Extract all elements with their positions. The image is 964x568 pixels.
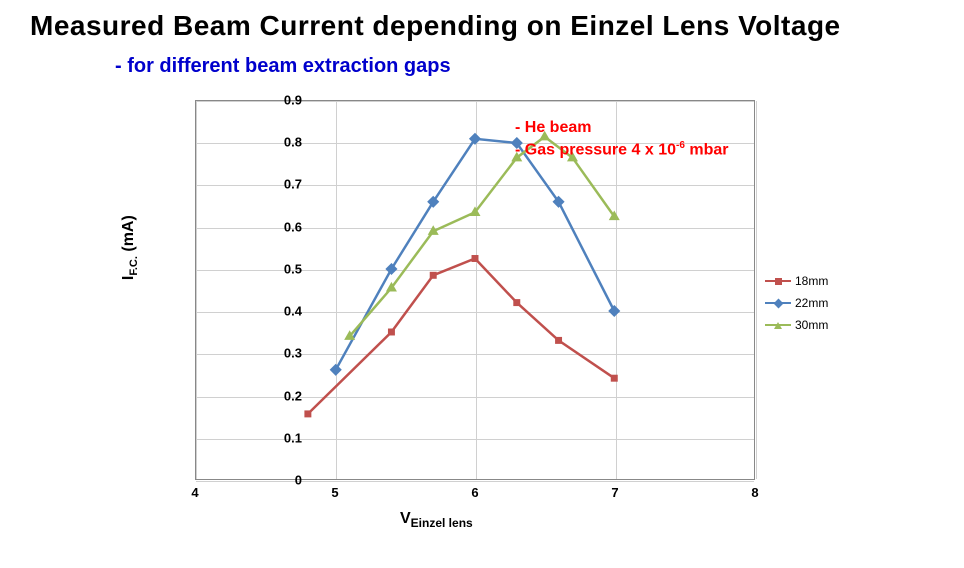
series-marker-18mm bbox=[430, 272, 436, 278]
x-axis-label-main: V bbox=[400, 510, 411, 527]
y-axis-label-unit: (mA) bbox=[120, 215, 137, 256]
page-title: Measured Beam Current depending on Einze… bbox=[30, 10, 841, 42]
y-tick-label: 0 bbox=[242, 473, 302, 488]
series-marker-18mm bbox=[472, 256, 478, 262]
x-tick-label: 5 bbox=[315, 485, 355, 500]
page-subtitle: - for different beam extraction gaps bbox=[115, 55, 451, 78]
y-tick-label: 0.6 bbox=[242, 219, 302, 234]
x-tick-label: 8 bbox=[735, 485, 775, 500]
y-tick-label: 0.3 bbox=[242, 346, 302, 361]
legend-swatch bbox=[765, 318, 791, 332]
series-marker-22mm bbox=[330, 364, 341, 375]
series-marker-18mm bbox=[556, 337, 562, 343]
series-marker-18mm bbox=[514, 300, 520, 306]
series-line-30mm bbox=[350, 137, 615, 337]
x-axis-label: VEinzel lens bbox=[400, 510, 473, 530]
annotation-line2-exp: -6 bbox=[676, 140, 685, 151]
legend-swatch bbox=[765, 296, 791, 310]
annotation-line2-prefix: - Gas pressure 4 x 10 bbox=[515, 141, 676, 158]
legend-item: 18mm bbox=[765, 273, 828, 289]
series-marker-22mm bbox=[609, 306, 620, 317]
legend: 18mm 22mm 30mm bbox=[765, 273, 828, 339]
series-marker-18mm bbox=[611, 375, 617, 381]
y-tick-label: 0.9 bbox=[242, 93, 302, 108]
y-axis-label: IF.C. (mA) bbox=[120, 215, 140, 280]
y-tick-label: 0.4 bbox=[242, 304, 302, 319]
legend-swatch bbox=[765, 274, 791, 288]
y-tick-label: 0.1 bbox=[242, 430, 302, 445]
y-tick-label: 0.2 bbox=[242, 388, 302, 403]
legend-label: 18mm bbox=[795, 274, 828, 288]
annotation: - He beam - Gas pressure 4 x 10-6 mbar bbox=[515, 118, 728, 161]
annotation-line2: - Gas pressure 4 x 10-6 mbar bbox=[515, 139, 728, 161]
y-axis-label-main: I bbox=[120, 276, 137, 280]
x-tick-label: 4 bbox=[175, 485, 215, 500]
y-tick-label: 0.5 bbox=[242, 261, 302, 276]
series-marker-18mm bbox=[388, 329, 394, 335]
series-line-22mm bbox=[336, 139, 615, 370]
series-marker-18mm bbox=[305, 411, 311, 417]
y-axis-label-sub: F.C. bbox=[128, 256, 140, 276]
legend-item: 22mm bbox=[765, 295, 828, 311]
x-tick-label: 6 bbox=[455, 485, 495, 500]
x-tick-label: 7 bbox=[595, 485, 635, 500]
chart-container: 0 0.1 0.2 0.3 0.4 0.5 0.6 0.7 0.8 0.9 4 5 6 7 8 IF.C.… bbox=[120, 90, 870, 550]
annotation-line2-suffix: mbar bbox=[685, 141, 729, 158]
legend-item: 30mm bbox=[765, 317, 828, 333]
gridline-v bbox=[756, 101, 757, 479]
y-tick-label: 0.8 bbox=[242, 135, 302, 150]
legend-label: 30mm bbox=[795, 318, 828, 332]
y-tick-label: 0.7 bbox=[242, 177, 302, 192]
x-axis-label-sub: Einzel lens bbox=[411, 516, 473, 530]
legend-label: 22mm bbox=[795, 296, 828, 310]
annotation-line1: - He beam bbox=[515, 118, 728, 139]
